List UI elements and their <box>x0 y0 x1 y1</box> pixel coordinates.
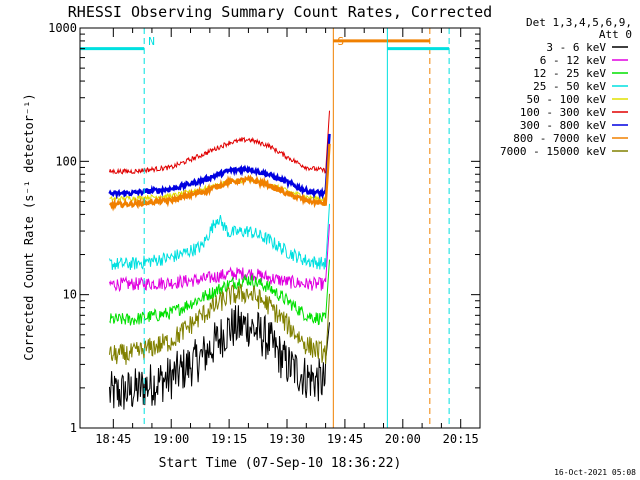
x-tick-label: 20:00 <box>385 432 421 446</box>
series-line <box>109 143 331 212</box>
y-tick-label: 1 <box>70 421 77 435</box>
x-tick-label: 19:30 <box>269 432 305 446</box>
generated-timestamp: 16-Oct-2021 05:08 <box>554 468 636 477</box>
legend-label: 25 - 50 keV <box>533 80 606 93</box>
series-line <box>109 283 330 365</box>
marker-annotation: N <box>148 35 155 48</box>
series-line <box>108 133 331 200</box>
x-tick-label: 20:15 <box>443 432 479 446</box>
plot-frame <box>79 27 481 429</box>
series-line <box>109 259 330 326</box>
axis-layer: 1 10 100 1000 18:45 19:00 19:15 19:30 19:45 20:00… <box>48 21 480 446</box>
legend-label: 100 - 300 keV <box>520 106 606 119</box>
legend-label: 800 - 7000 keV <box>513 132 606 145</box>
x-tick-label: 18:45 <box>95 432 131 446</box>
legend-label: 300 - 800 keV <box>520 119 606 132</box>
series-line <box>109 110 330 175</box>
legend-label: 6 - 12 keV <box>540 54 607 67</box>
series-line <box>109 224 330 293</box>
legend-label: 7000 - 15000 keV <box>500 145 606 158</box>
legend-label: 50 - 100 keV <box>527 93 607 106</box>
x-axis-label: Start Time (07-Sep-10 18:36:22) <box>159 456 402 471</box>
legend-label: 12 - 25 keV <box>533 67 606 80</box>
y-axis-label: Corrected Count Rate (s⁻¹ detector⁻¹) <box>22 93 36 360</box>
x-tick-label: 19:45 <box>327 432 363 446</box>
legend-label: 3 - 6 keV <box>546 41 606 54</box>
series-line <box>109 305 330 410</box>
chart-title: RHESSI Observing Summary Count Rates, Co… <box>68 3 492 21</box>
detector-note-line-2: Att 0 <box>599 28 632 41</box>
series-layer <box>108 110 331 410</box>
detector-note-line-1: Det 1,3,4,5,6,9, <box>526 16 632 29</box>
marker-annotation: S <box>337 35 344 48</box>
x-tick-label: 19:15 <box>211 432 247 446</box>
y-tick-label: 1000 <box>48 21 77 35</box>
y-tick-label: 10 <box>63 288 77 302</box>
x-tick-label: 19:00 <box>153 432 189 446</box>
y-tick-label: 100 <box>55 154 77 168</box>
series-line <box>109 203 330 271</box>
